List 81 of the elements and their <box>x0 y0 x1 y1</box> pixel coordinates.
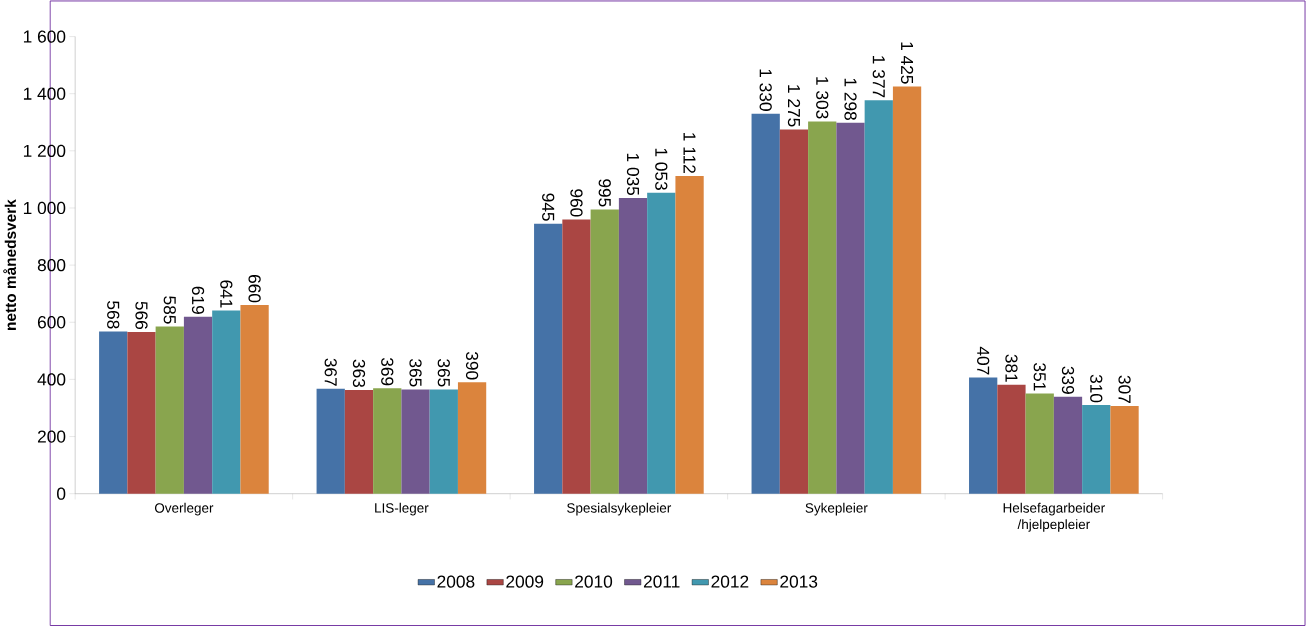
data-label: 307 <box>1118 375 1131 403</box>
y-tick-label: 1 400 <box>23 87 66 100</box>
y-axis-title: netto månedsverk <box>3 199 17 330</box>
bar <box>344 389 374 494</box>
y-tick-label: 1 600 <box>23 30 66 43</box>
bar <box>675 175 704 494</box>
bar <box>1082 404 1111 494</box>
data-label: 365 <box>437 358 450 387</box>
data-label: 995 <box>598 178 611 207</box>
y-tick-label: 400 <box>37 373 66 386</box>
data-label: 1 377 <box>872 55 885 98</box>
x-tick-label: LIS-leger <box>375 502 429 516</box>
data-label: 310 <box>1090 374 1103 403</box>
bar <box>618 197 648 494</box>
bar <box>183 316 213 494</box>
data-label: 1 330 <box>759 69 772 111</box>
legend-label: 2012 <box>711 575 749 588</box>
data-label: 381 <box>1005 354 1018 382</box>
bar <box>429 389 458 494</box>
legend-label: 2008 <box>437 575 475 588</box>
x-tick-label: Overleger <box>154 502 214 516</box>
data-label: 566 <box>135 301 148 329</box>
data-label: 351 <box>1033 362 1046 391</box>
data-label: 339 <box>1061 366 1075 394</box>
legend-label: 2010 <box>575 575 613 588</box>
bar <box>1025 393 1054 494</box>
data-label: 407 <box>977 346 990 375</box>
data-label: 363 <box>352 359 366 387</box>
legend-label: 2013 <box>780 575 818 588</box>
bar <box>808 121 837 494</box>
data-label: 945 <box>542 193 555 221</box>
y-tick-label: 1 200 <box>23 144 66 157</box>
data-label: 1 035 <box>626 153 640 195</box>
data-label: 367 <box>324 358 337 386</box>
legend-label: 2011 <box>643 575 680 588</box>
bar <box>316 388 345 494</box>
data-label: 660 <box>248 274 261 303</box>
x-tick-label: Sykepleier <box>805 502 868 516</box>
data-label: 585 <box>163 295 176 324</box>
bar <box>127 331 156 494</box>
bar <box>99 331 128 494</box>
bar <box>647 192 676 494</box>
data-label: 1 112 <box>683 132 696 173</box>
data-label: 390 <box>465 351 479 380</box>
y-tick-label: 600 <box>37 315 66 329</box>
data-label: 641 <box>220 280 233 308</box>
bar <box>212 310 241 494</box>
bar <box>779 129 809 494</box>
data-label: 960 <box>570 188 583 217</box>
bar <box>997 384 1026 494</box>
bar <box>373 388 402 494</box>
bar <box>864 100 893 494</box>
data-label: 568 <box>107 300 120 329</box>
y-tick-label: 1 000 <box>23 201 66 214</box>
data-label: 365 <box>409 358 422 387</box>
y-tick-label: 200 <box>37 430 66 443</box>
legend-label: 2009 <box>506 575 544 588</box>
x-tick-label: Spesialsykepleier <box>567 502 672 516</box>
bar <box>457 382 487 494</box>
bar <box>155 326 184 494</box>
bar <box>751 113 780 494</box>
data-label: 1 053 <box>655 148 668 190</box>
bar <box>969 377 998 494</box>
data-label: 1 275 <box>787 85 801 127</box>
x-tick-label: Helsefagarbeider /hjelpepleier <box>1003 502 1105 532</box>
bar <box>1110 405 1139 494</box>
y-tick-label: 800 <box>37 258 66 272</box>
bar <box>836 122 865 494</box>
bar <box>534 223 563 494</box>
bar <box>590 209 619 494</box>
y-tick-label: 0 <box>57 487 66 500</box>
data-label: 1 298 <box>844 78 857 120</box>
bar <box>892 86 922 494</box>
bar <box>240 304 269 494</box>
bar <box>562 219 591 494</box>
data-label: 369 <box>381 357 394 386</box>
data-label: 1 303 <box>816 77 829 119</box>
data-label: 619 <box>191 286 205 314</box>
data-label: 1 425 <box>900 42 914 84</box>
bar <box>1053 396 1083 494</box>
bar <box>401 389 430 494</box>
